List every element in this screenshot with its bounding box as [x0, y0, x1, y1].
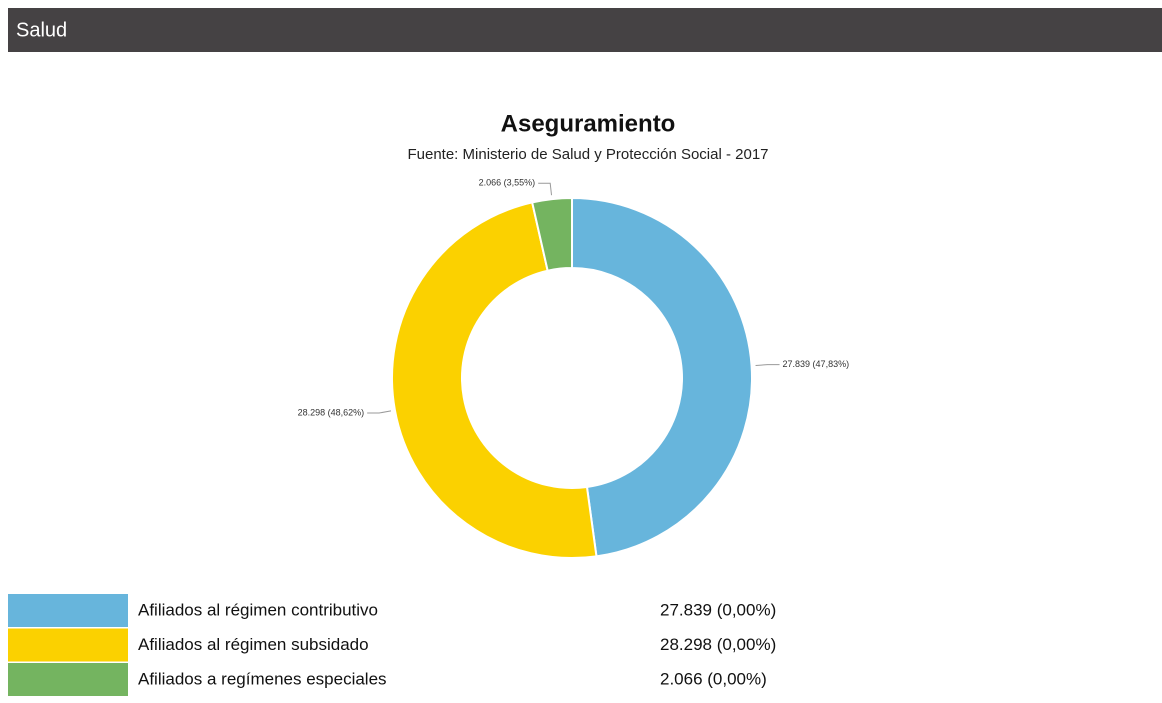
legend-value: 2.066 (0,00%)	[660, 669, 767, 688]
legend-label: Afiliados a regímenes especiales	[138, 669, 387, 688]
legend-label: Afiliados al régimen subsidado	[138, 635, 369, 654]
chart-subtitle: Fuente: Ministerio de Salud y Protección…	[407, 146, 768, 163]
leader-line	[538, 182, 553, 196]
header-bar	[8, 8, 1162, 52]
donut-slice	[530, 196, 573, 272]
donut-slice	[390, 201, 598, 559]
slice-label: 28.298 (48,62%)	[298, 407, 365, 417]
legend-value: 27.839 (0,00%)	[660, 600, 776, 619]
legend-label: Afiliados al régimen contributivo	[138, 600, 378, 619]
legend-swatch	[8, 663, 128, 696]
slice-label: 27.839 (47,83%)	[783, 359, 850, 369]
chart-title: Aseguramiento	[501, 110, 676, 137]
legend-swatch	[8, 628, 128, 662]
legend-value: 28.298 (0,00%)	[660, 635, 776, 654]
donut-slice	[571, 196, 753, 558]
leader-line	[755, 364, 780, 366]
header-title: Salud	[16, 19, 67, 41]
leader-line	[367, 410, 392, 414]
legend-swatch	[8, 594, 128, 627]
slice-label: 2.066 (3,55%)	[479, 178, 536, 188]
